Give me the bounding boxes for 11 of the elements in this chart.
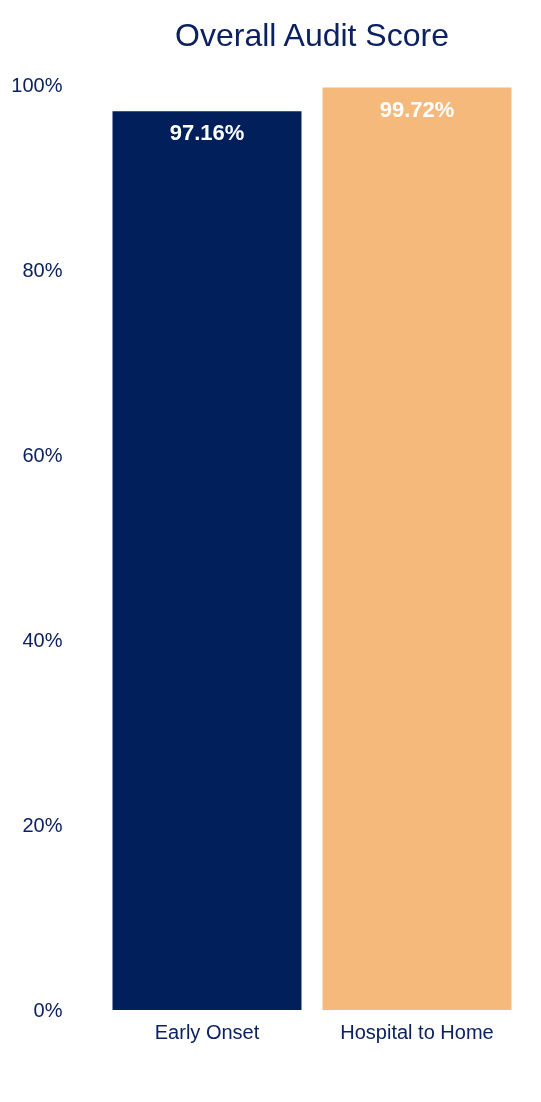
chart-title: Overall Audit Score [175, 17, 449, 53]
y-tick-label: 80% [22, 258, 63, 281]
y-tick-label: 20% [22, 813, 63, 836]
x-tick-label: Hospital to Home [340, 1020, 494, 1043]
y-tick-label: 40% [22, 628, 63, 651]
y-tick-label: 0% [33, 998, 63, 1021]
y-tick-label: 60% [22, 443, 63, 466]
data-label: 97.16% [169, 120, 245, 146]
x-tick-label: Early Onset [154, 1020, 260, 1043]
data-label: 99.72% [379, 96, 455, 122]
y-tick-label: 100% [11, 73, 63, 96]
